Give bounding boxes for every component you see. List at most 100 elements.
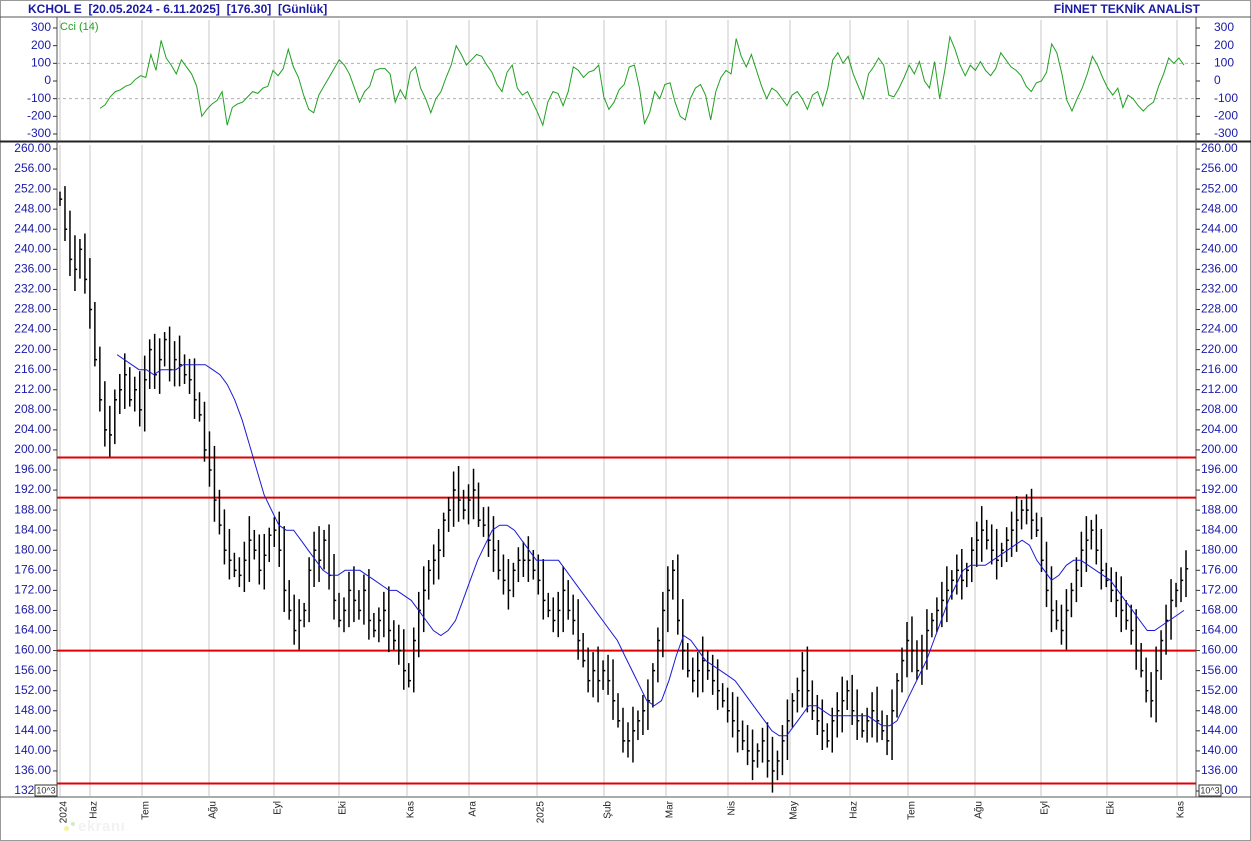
price-bar (861, 713, 865, 738)
price-bar (124, 353, 127, 409)
price-bar (721, 683, 725, 708)
price-bar (657, 627, 661, 683)
price-bar (1065, 589, 1069, 650)
price-bar (193, 358, 197, 419)
price-bar (467, 484, 471, 525)
price-ytick-label-left: 220.00 (14, 342, 51, 356)
price-bar (333, 554, 337, 620)
price-bar (507, 559, 511, 610)
watermark: ekranı (78, 818, 126, 835)
x-month-label: Ara (468, 801, 479, 817)
price-bar (432, 544, 436, 585)
cci-ytick-label-left: -300 (27, 126, 51, 140)
price-bar (995, 528, 999, 580)
price-bar (388, 586, 392, 653)
price-bar (941, 581, 945, 628)
price-ytick-label-right: 168.00 (1201, 603, 1238, 617)
price-bar (457, 465, 461, 522)
price-ytick-label-right: 224.00 (1201, 322, 1238, 336)
price-bar (168, 326, 172, 382)
price-bar (1005, 527, 1009, 562)
price-bar (701, 636, 705, 693)
price-bar (138, 371, 142, 427)
price-bar (746, 725, 750, 766)
price-bar (129, 367, 132, 407)
price-bar (672, 560, 676, 600)
price-bar (901, 647, 905, 693)
price-ytick-label-left: 260.00 (14, 141, 51, 155)
price-bar (94, 301, 98, 367)
price-bar (796, 677, 800, 713)
price-bar (846, 680, 850, 710)
price-bar (398, 624, 401, 665)
date-range: [20.05.2024 - 6.11.2025] (88, 2, 220, 16)
x-month-label: Haz (89, 801, 100, 819)
price-ytick-label-left: 208.00 (14, 402, 51, 416)
price-bar (1125, 600, 1129, 630)
price-bar (647, 679, 651, 730)
price-bar (447, 497, 451, 532)
price-bar (547, 592, 551, 618)
price-bar (452, 471, 456, 527)
cci-ytick-label-left: 300 (31, 20, 51, 34)
price-bar (263, 533, 267, 590)
price-bar (557, 591, 561, 638)
price-bar (522, 541, 526, 577)
price-bar (422, 566, 426, 633)
price-bar (816, 694, 820, 736)
price-bar (133, 376, 137, 412)
x-month-label: Mar (665, 800, 676, 818)
price-bar (776, 750, 780, 781)
price-bar (1055, 600, 1059, 630)
price-bar (1100, 528, 1104, 590)
price-ytick-label-left: 244.00 (14, 221, 51, 235)
price-bar (627, 722, 631, 758)
price-bar (896, 673, 900, 718)
watermark-dot-icon (71, 822, 75, 826)
price-bar (338, 592, 342, 628)
price-bar (1035, 512, 1039, 537)
price-bar (208, 431, 212, 487)
cci-ytick-label-right: 100 (1214, 56, 1234, 70)
price-ytick-label-left: 148.00 (14, 703, 51, 717)
price-bar (148, 339, 152, 389)
price-bar (437, 528, 441, 580)
price-bar (985, 519, 989, 550)
cci-ytick-label-left: -100 (27, 91, 51, 105)
price-bar (99, 346, 103, 412)
price-ytick-label-right: 164.00 (1201, 623, 1238, 637)
price-bar (308, 557, 312, 623)
price-bar (692, 657, 695, 693)
price-bar (826, 723, 830, 748)
price-bar (1170, 579, 1174, 640)
price-bar (273, 517, 277, 547)
price-bar (562, 566, 566, 633)
price-bar (328, 524, 332, 590)
price-bar (109, 405, 113, 457)
price-bar (218, 489, 222, 535)
x-month-label: Kas (406, 801, 417, 818)
price-bar (477, 482, 481, 527)
price-bar (492, 516, 496, 572)
price-ytick-label-right: 252.00 (1201, 181, 1238, 195)
symbol: KCHOL E (28, 2, 82, 16)
price-bar (886, 715, 890, 756)
price-ytick-label-right: 208.00 (1201, 402, 1238, 416)
price-bar (572, 594, 576, 635)
price-ytick-label-right: 188.00 (1201, 502, 1238, 516)
price-bar (487, 506, 491, 557)
price-bar (612, 659, 616, 720)
price-bar (223, 509, 227, 565)
price-bar (906, 621, 910, 678)
price-bar (871, 692, 875, 738)
cci-ytick-label-right: -200 (1214, 109, 1238, 123)
price-bar (990, 524, 994, 565)
price-ytick-label-right: 256.00 (1201, 161, 1238, 175)
price-ytick-label-left: 252.00 (14, 181, 51, 195)
price-bar (1075, 557, 1079, 603)
price-bar (527, 536, 531, 582)
price-ytick-label-left: 176.00 (14, 562, 51, 576)
price-bar (143, 355, 147, 432)
price-bar (378, 607, 382, 643)
cci-ytick-label-left: -200 (27, 109, 51, 123)
